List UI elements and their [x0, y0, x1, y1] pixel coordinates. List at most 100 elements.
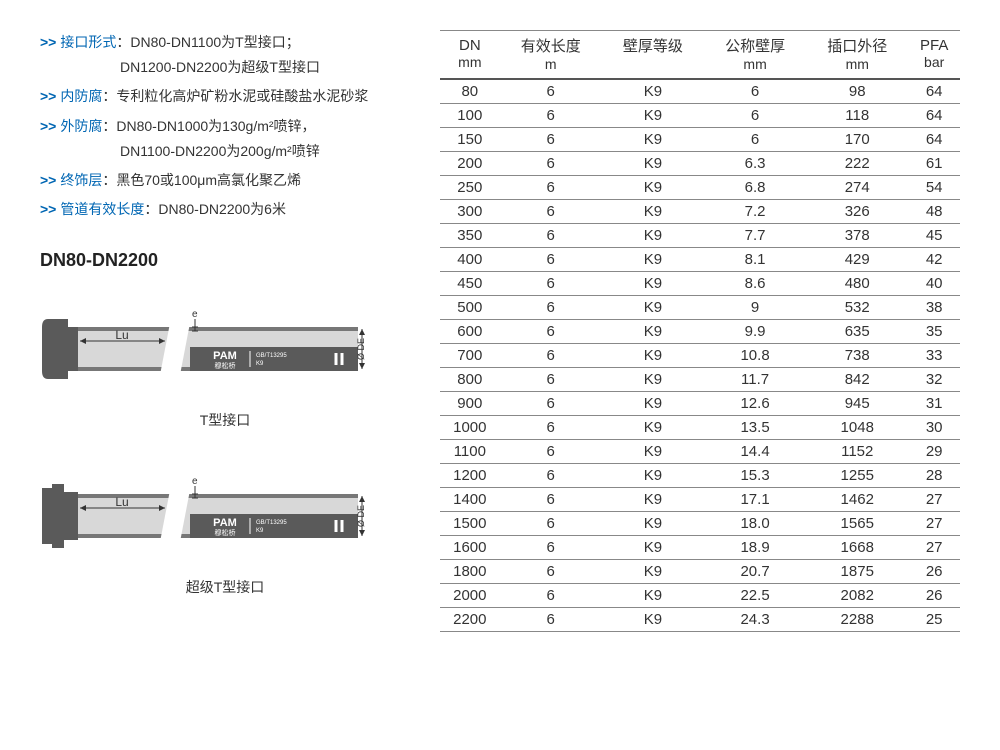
table-cell: 14.4	[704, 440, 806, 464]
table-cell: K9	[602, 176, 704, 200]
table-cell: K9	[602, 224, 704, 248]
table-cell: 30	[908, 416, 960, 440]
pipe-diagram: PAM 穆松桥 GB/T13295 K9 e Lu Ø DE 超级T型接口	[40, 456, 410, 597]
table-cell: 18.0	[704, 512, 806, 536]
table-cell: 26	[908, 584, 960, 608]
table-cell: 6	[500, 152, 602, 176]
table-cell: 6	[500, 128, 602, 152]
table-cell: K9	[602, 152, 704, 176]
table-cell: 80	[440, 79, 500, 104]
table-cell: 35	[908, 320, 960, 344]
table-cell: 6	[500, 200, 602, 224]
svg-text:穆松桥: 穆松桥	[215, 528, 236, 537]
spec-label: 外防腐	[60, 118, 102, 134]
table-cell: 24.3	[704, 608, 806, 632]
table-cell: 1000	[440, 416, 500, 440]
table-cell: 300	[440, 200, 500, 224]
table-cell: K9	[602, 584, 704, 608]
table-cell: 27	[908, 536, 960, 560]
table-cell: 6	[500, 464, 602, 488]
spec-value: 黑色70或100μm高氯化聚乙烯	[116, 172, 301, 188]
table-row: 1506K9617064	[440, 128, 960, 152]
table-cell: 40	[908, 272, 960, 296]
table-cell: K9	[602, 104, 704, 128]
table-cell: K9	[602, 368, 704, 392]
table-cell: 6	[500, 488, 602, 512]
table-cell: 532	[806, 296, 908, 320]
table-row: 15006K918.0156527	[440, 512, 960, 536]
table-cell: 635	[806, 320, 908, 344]
table-cell: 700	[440, 344, 500, 368]
table-cell: K9	[602, 344, 704, 368]
spec-value: DN80-DN1100为T型接口；	[130, 34, 299, 50]
table-row: 8006K911.784232	[440, 368, 960, 392]
table-cell: 118	[806, 104, 908, 128]
table-row: 22006K924.3228825	[440, 608, 960, 632]
svg-text:Lu: Lu	[115, 328, 128, 342]
table-row: 11006K914.4115229	[440, 440, 960, 464]
table-row: 14006K917.1146227	[440, 488, 960, 512]
table-cell: 2000	[440, 584, 500, 608]
table-cell: K9	[602, 128, 704, 152]
svg-text:K9: K9	[256, 528, 264, 534]
table-cell: 7.7	[704, 224, 806, 248]
table-cell: 7.2	[704, 200, 806, 224]
arrow-icon: >>	[40, 84, 56, 109]
spec-label: 终饰层	[60, 172, 102, 188]
spec-label: 管道有效长度	[60, 201, 144, 217]
table-cell: 1565	[806, 512, 908, 536]
table-row: 12006K915.3125528	[440, 464, 960, 488]
table-cell: 200	[440, 152, 500, 176]
table-cell: 326	[806, 200, 908, 224]
spec-item: >> 外防腐：DN80-DN1000为130g/m²喷锌，	[40, 114, 410, 139]
table-row: 6006K99.963535	[440, 320, 960, 344]
table-cell: 48	[908, 200, 960, 224]
table-cell: K9	[602, 512, 704, 536]
table-cell: 738	[806, 344, 908, 368]
table-cell: K9	[602, 440, 704, 464]
table-cell: 22.5	[704, 584, 806, 608]
table-cell: 945	[806, 392, 908, 416]
table-cell: 6	[500, 512, 602, 536]
table-cell: 6	[500, 584, 602, 608]
table-row: 3006K97.232648	[440, 200, 960, 224]
svg-text:Ø DE: Ø DE	[356, 338, 366, 360]
spec-label: 内防腐	[60, 88, 102, 104]
table-cell: 27	[908, 488, 960, 512]
table-cell: 10.8	[704, 344, 806, 368]
table-row: 20006K922.5208226	[440, 584, 960, 608]
pipe-diagrams: PAM 穆松桥 GB/T13295 K9 e Lu Ø DE T型接口	[40, 289, 410, 597]
table-cell: 1500	[440, 512, 500, 536]
arrow-icon: >>	[40, 114, 56, 139]
table-cell: 38	[908, 296, 960, 320]
svg-text:GB/T13295: GB/T13295	[256, 520, 287, 526]
table-cell: 18.9	[704, 536, 806, 560]
table-cell: 6	[500, 79, 602, 104]
table-cell: 1668	[806, 536, 908, 560]
spec-value-cont: DN1100-DN2200为200g/m²喷锌	[40, 139, 410, 164]
pipe-caption: 超级T型接口	[40, 577, 410, 597]
table-cell: 6	[500, 344, 602, 368]
table-cell: K9	[602, 464, 704, 488]
table-cell: 100	[440, 104, 500, 128]
table-cell: 450	[440, 272, 500, 296]
spec-item: >> 终饰层：黑色70或100μm高氯化聚乙烯	[40, 168, 410, 193]
table-cell: K9	[602, 79, 704, 104]
table-cell: 1462	[806, 488, 908, 512]
spec-value: 专利粒化高炉矿粉水泥或硅酸盐水泥砂浆	[116, 88, 368, 104]
table-cell: 6	[704, 104, 806, 128]
table-row: 1006K9611864	[440, 104, 960, 128]
table-cell: K9	[602, 608, 704, 632]
pipe-diagram: PAM 穆松桥 GB/T13295 K9 e Lu Ø DE T型接口	[40, 289, 410, 430]
arrow-icon: >>	[40, 30, 56, 55]
table-cell: 6	[500, 368, 602, 392]
table-cell: K9	[602, 416, 704, 440]
table-cell: 274	[806, 176, 908, 200]
spec-value-cont: DN1200-DN2200为超级T型接口	[40, 55, 410, 80]
table-cell: 6	[500, 104, 602, 128]
table-header: 插口外径mm	[806, 31, 908, 80]
table-cell: 64	[908, 104, 960, 128]
table-cell: K9	[602, 296, 704, 320]
table-cell: 17.1	[704, 488, 806, 512]
spec-item: >> 接口形式：DN80-DN1100为T型接口；	[40, 30, 410, 55]
